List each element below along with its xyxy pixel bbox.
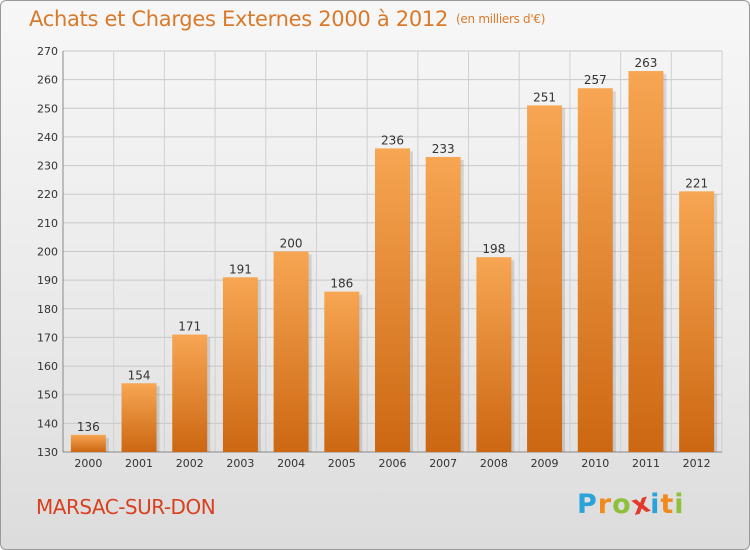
- bar-2009: [527, 105, 563, 453]
- x-tick-label: 2000: [74, 457, 102, 470]
- data-label-2005: 186: [330, 277, 353, 291]
- x-tick-label: 2007: [429, 457, 457, 470]
- y-tick-label: 230: [37, 160, 58, 173]
- x-tick-label: 2010: [581, 457, 609, 470]
- bar-2006: [375, 148, 410, 452]
- bar-2007: [425, 156, 461, 452]
- data-label-2009: 251: [533, 90, 556, 104]
- x-tick-label: 2006: [379, 457, 407, 470]
- y-tick-label: 140: [37, 417, 58, 430]
- bar-2012: [679, 191, 715, 452]
- x-tick-label: 2011: [632, 457, 660, 470]
- data-label-2010: 257: [584, 73, 607, 87]
- y-tick-label: 200: [37, 246, 58, 259]
- x-tick-label: 2004: [277, 457, 305, 470]
- chart-subtitle: (en milliers d'€): [456, 12, 546, 26]
- y-tick-label: 180: [37, 303, 58, 316]
- proxiti-logo: Proxiti: [577, 487, 685, 522]
- bar-2002: [172, 334, 208, 452]
- chart-title-text: Achats et Charges Externes 2000 à 2012: [29, 7, 449, 31]
- bar-2004: [273, 251, 309, 452]
- x-tick-label: 2003: [226, 457, 254, 470]
- x-tick-label: 2002: [176, 457, 204, 470]
- bars: [70, 71, 718, 453]
- y-tick-label: 170: [37, 331, 58, 344]
- data-label-2006: 236: [381, 133, 404, 147]
- y-tick-label: 270: [37, 45, 58, 58]
- chart-title: Achats et Charges Externes 2000 à 2012 (e…: [29, 7, 545, 31]
- data-label-2012: 221: [685, 176, 708, 190]
- x-tick-label: 2012: [683, 457, 711, 470]
- y-tick-label: 130: [37, 446, 58, 459]
- y-tick-label: 260: [37, 74, 58, 87]
- data-label-2000: 136: [77, 420, 100, 434]
- bar-2000: [70, 434, 106, 452]
- y-tick-label: 150: [37, 389, 58, 402]
- data-label-2011: 263: [635, 56, 658, 70]
- y-tick-label: 250: [37, 102, 58, 115]
- bar-2010: [577, 88, 613, 452]
- data-label-2003: 191: [229, 262, 252, 276]
- x-tick-label: 2005: [328, 457, 356, 470]
- data-label-2001: 154: [128, 368, 151, 382]
- bar-2011: [628, 71, 664, 453]
- y-tick-label: 220: [37, 188, 58, 201]
- data-labels: 136 154 171 191 200 186 236 233 198 251 257 263 221: [77, 56, 708, 434]
- y-tick-label: 160: [37, 360, 58, 373]
- y-tick-label: 210: [37, 217, 58, 230]
- x-tick-label: 2009: [531, 457, 559, 470]
- y-tick-label: 240: [37, 131, 58, 144]
- bar-2005: [324, 291, 360, 452]
- x-tick-label: 2008: [480, 457, 508, 470]
- commune-name: MARSAC-SUR-DON: [36, 495, 216, 519]
- data-label-2004: 200: [280, 237, 303, 251]
- data-label-2007: 233: [432, 142, 455, 156]
- bar-2001: [121, 383, 157, 452]
- bar-2003: [222, 277, 258, 452]
- data-label-2008: 198: [482, 242, 505, 256]
- data-label-2002: 171: [178, 320, 201, 334]
- y-tick-label: 190: [37, 274, 58, 287]
- x-tick-label: 2001: [125, 457, 153, 470]
- bar-2008: [476, 257, 512, 452]
